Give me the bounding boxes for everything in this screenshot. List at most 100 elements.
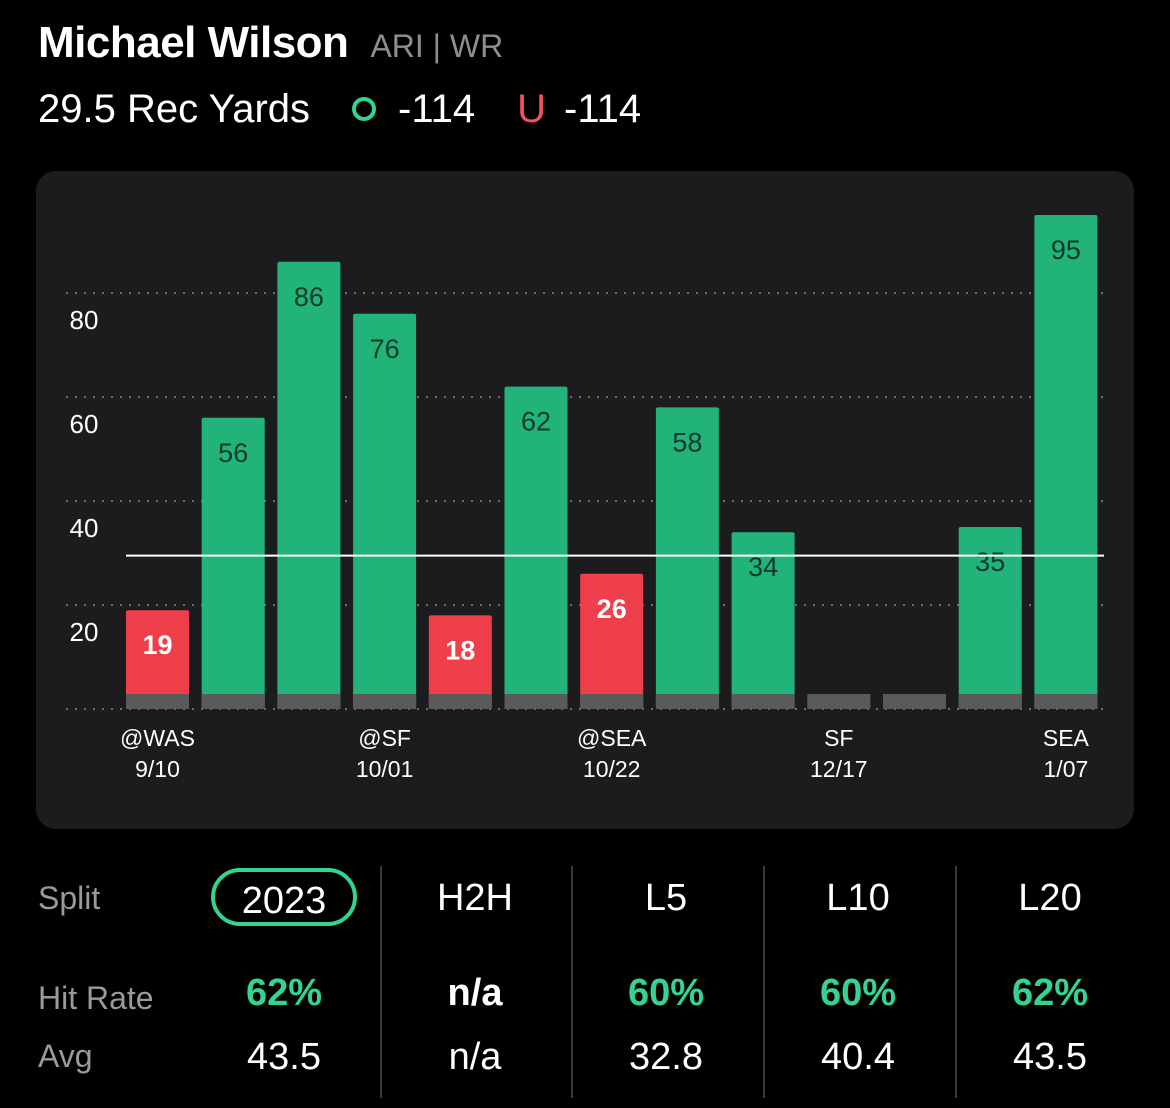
x-label-date: 10/22 [583, 756, 641, 782]
hit-rate-value: 60% [627, 972, 705, 1014]
split-column-l20[interactable]: L20 62% 43.5 [955, 866, 1145, 1098]
bar-game-6[interactable]: 62 [504, 386, 568, 709]
column-divider [955, 866, 957, 1098]
bar-base [428, 694, 492, 709]
y-tick-label: 40 [70, 513, 99, 543]
hit-rate-value: n/a [447, 972, 503, 1014]
x-label-opponent: SEA [1043, 725, 1090, 751]
x-label-date: 9/10 [135, 756, 180, 782]
avg-value: 40.4 [821, 1036, 895, 1078]
avg-value: 43.5 [1013, 1036, 1087, 1078]
avg-value: 43.5 [247, 1036, 321, 1078]
column-divider [380, 866, 382, 1098]
x-label-opponent: SF [824, 725, 853, 751]
bar-base [883, 694, 946, 709]
prop-header: Michael Wilson ARI | WR 29.5 Rec Yards -… [38, 18, 1150, 134]
bar-game-12[interactable]: 35 [958, 527, 1022, 709]
hit-rate-label: Hit Rate [38, 980, 154, 1016]
bar-base [353, 694, 417, 709]
bar-value-label: 18 [445, 635, 475, 665]
game-log-chart: 20 40 60 80 19 56 86 76 18 62 26 58 34 35 95 @WAS 9/10 @S… [36, 171, 1134, 829]
x-label-opponent: @SF [358, 725, 411, 751]
over-circle-icon [352, 97, 377, 121]
y-tick-label: 20 [70, 617, 99, 647]
under-odds[interactable]: -114 [564, 86, 642, 131]
bar-game-8[interactable]: 58 [655, 407, 719, 709]
under-bar [428, 615, 492, 709]
bar-value-label: 35 [975, 547, 1005, 577]
bar-base [277, 694, 341, 709]
over-bar [277, 261, 341, 709]
x-label-opponent: @WAS [120, 725, 195, 751]
player-team-position: ARI | WR [370, 28, 504, 64]
split-column-h2h[interactable]: H2H n/a n/a [380, 866, 570, 1098]
split-tab-label: H2H [436, 877, 514, 919]
split-column-l10[interactable]: L10 60% 40.4 [763, 866, 953, 1098]
split-tab-label: L5 [644, 877, 688, 919]
column-divider [571, 866, 573, 1098]
bar-game-11[interactable] [883, 694, 946, 709]
split-label: Split [38, 880, 101, 916]
bar-game-13[interactable]: 95 [1034, 215, 1098, 709]
x-label-date: 10/01 [356, 756, 414, 782]
y-tick-label: 80 [70, 305, 99, 335]
x-label-opponent: @SEA [577, 725, 647, 751]
avg-value: n/a [448, 1036, 502, 1078]
under-bar [126, 610, 189, 709]
bar-base [655, 694, 719, 709]
bar-value-label: 26 [597, 594, 627, 624]
bar-game-7[interactable]: 26 [580, 573, 644, 709]
bar-game-5[interactable]: 18 [428, 615, 492, 709]
bar-base [958, 694, 1022, 709]
prop-row: 29.5 Rec Yards -114 U -114 [38, 84, 1150, 134]
player-row: Michael Wilson ARI | WR [38, 18, 1150, 70]
split-tab-label: 2023 [211, 868, 357, 926]
split-tab[interactable]: 2023 [189, 868, 379, 928]
over-bar [731, 532, 795, 709]
split-tab[interactable]: L20 [955, 868, 1145, 928]
split-column-2023[interactable]: 2023 62% 43.5 [189, 866, 379, 1098]
bar-base [1034, 694, 1098, 709]
bar-game-1[interactable]: 19 [126, 610, 189, 709]
split-tab[interactable]: H2H [380, 868, 570, 928]
split-tab-label: L20 [1018, 877, 1082, 919]
over-bar [353, 313, 417, 709]
hit-rate-value: 62% [245, 972, 323, 1014]
over-bar [504, 386, 568, 709]
bar-base [504, 694, 568, 709]
bar-base [731, 694, 795, 709]
over-odds[interactable]: -114 [398, 86, 476, 131]
split-tab-label: L10 [826, 877, 890, 919]
over-bar [958, 527, 1022, 709]
bar-value-label: 34 [748, 552, 778, 582]
bar-base [580, 694, 644, 709]
x-label-date: 12/17 [810, 756, 868, 782]
avg-label: Avg [38, 1038, 93, 1074]
under-bar [580, 573, 644, 709]
bar-value-label: 58 [672, 427, 702, 457]
bar-value-label: 86 [294, 282, 324, 312]
over-bar [201, 417, 265, 709]
bar-game-10[interactable] [807, 694, 871, 709]
bar-game-9[interactable]: 34 [731, 532, 795, 709]
bar-value-label: 95 [1051, 235, 1081, 265]
bar-game-2[interactable]: 56 [201, 417, 265, 709]
split-column-l5[interactable]: L5 60% 32.8 [571, 866, 761, 1098]
y-tick-label: 60 [70, 409, 99, 439]
avg-value: 32.8 [629, 1036, 703, 1078]
hit-rate-value: 60% [819, 972, 897, 1014]
hit-rate-value: 62% [1011, 972, 1089, 1014]
bar-game-4[interactable]: 76 [353, 313, 417, 709]
player-name: Michael Wilson [38, 18, 349, 67]
under-symbol: U [517, 86, 546, 131]
prop-line: 29.5 Rec Yards [38, 86, 311, 131]
bar-value-label: 19 [142, 630, 172, 660]
split-tab[interactable]: L10 [763, 868, 953, 928]
bar-base [126, 694, 189, 709]
x-label-date: 1/07 [1044, 756, 1089, 782]
bar-game-3[interactable]: 86 [277, 261, 341, 709]
bar-base [201, 694, 265, 709]
bar-base [807, 694, 871, 709]
bar-chart: 20 40 60 80 19 56 86 76 18 62 26 58 34 35 95 @WAS 9/10 @S… [66, 215, 1104, 782]
split-tab[interactable]: L5 [571, 868, 761, 928]
